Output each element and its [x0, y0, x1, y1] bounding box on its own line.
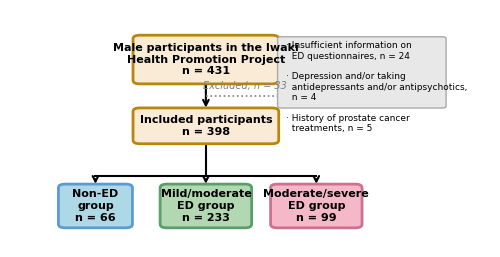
- FancyBboxPatch shape: [58, 184, 132, 228]
- Text: Included participants
n = 398: Included participants n = 398: [140, 115, 272, 137]
- FancyBboxPatch shape: [278, 37, 446, 108]
- FancyBboxPatch shape: [160, 184, 252, 228]
- Text: Mild/moderate
ED group
n = 233: Mild/moderate ED group n = 233: [160, 189, 252, 223]
- Text: Non-ED
group
n = 66: Non-ED group n = 66: [72, 189, 118, 223]
- Text: Male participants in the Iwaki
Health Promotion Project
n = 431: Male participants in the Iwaki Health Pr…: [113, 43, 299, 76]
- Text: · Insufficient information on
  ED questionnaires, n = 24

· Depression and/or t: · Insufficient information on ED questio…: [286, 41, 468, 133]
- FancyBboxPatch shape: [133, 35, 278, 84]
- Text: Excluded, n = 33: Excluded, n = 33: [202, 81, 286, 91]
- FancyBboxPatch shape: [270, 184, 362, 228]
- FancyBboxPatch shape: [133, 108, 278, 144]
- Text: Moderate/severe
ED group
n = 99: Moderate/severe ED group n = 99: [264, 189, 369, 223]
